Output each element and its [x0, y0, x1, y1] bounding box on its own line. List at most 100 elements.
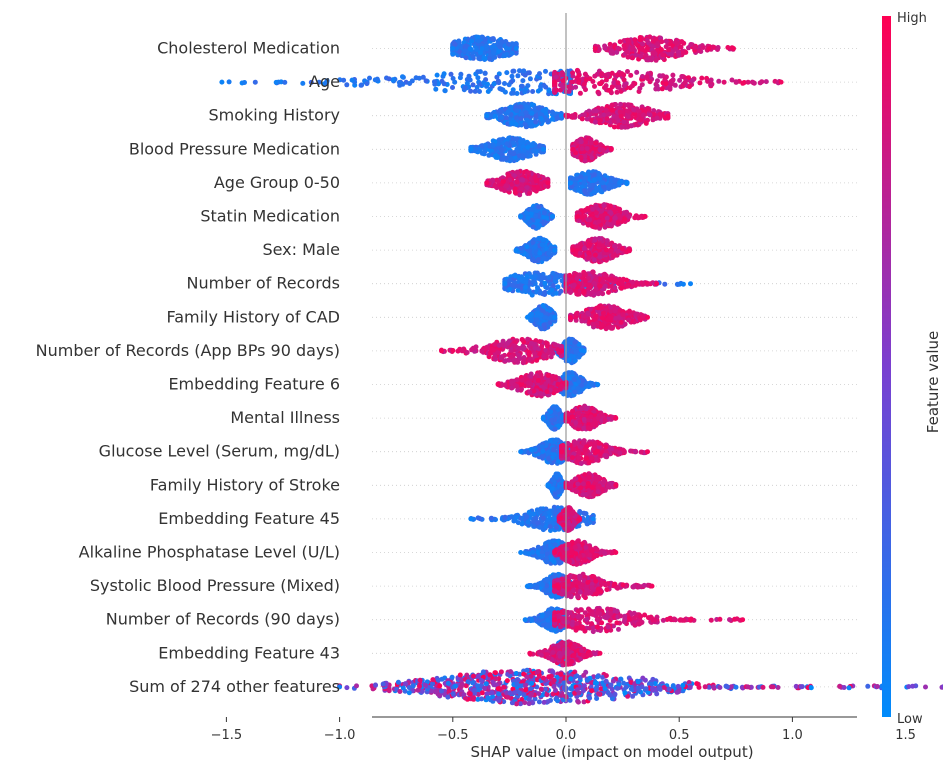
beeswarm-point [595, 305, 601, 311]
beeswarm-point [526, 70, 532, 76]
beeswarm-point [479, 46, 485, 52]
beeswarm-point [539, 242, 545, 248]
beeswarm-point [512, 186, 518, 192]
beeswarm-point [529, 311, 534, 317]
beeswarm-point [537, 71, 542, 77]
beeswarm-point [520, 78, 526, 84]
beeswarm-point [628, 72, 634, 78]
beeswarm-point [596, 219, 602, 225]
beeswarm-point [532, 244, 538, 250]
beeswarm-point [591, 108, 597, 114]
beeswarm-point [519, 83, 525, 89]
beeswarm-point [484, 113, 490, 119]
beeswarm-point [581, 81, 587, 87]
beeswarm-point [637, 37, 643, 43]
beeswarm-point [715, 47, 720, 52]
beeswarm-point [550, 283, 556, 289]
beeswarm-point [607, 222, 613, 227]
beeswarm-point [273, 79, 279, 85]
beeswarm-point [591, 280, 597, 286]
beeswarm-point [579, 146, 585, 151]
beeswarm-point [463, 43, 469, 49]
beeswarm-point [615, 45, 621, 51]
beeswarm-point [586, 282, 592, 288]
beeswarm-point [344, 82, 350, 88]
beeswarm-point [587, 217, 593, 223]
beeswarm-point [581, 289, 587, 295]
beeswarm-point [568, 180, 573, 186]
beeswarm-point [740, 80, 746, 86]
beeswarm-point [505, 109, 511, 114]
beeswarm-point [539, 275, 545, 281]
beeswarm-point [602, 45, 608, 51]
beeswarm-point [603, 273, 609, 279]
beeswarm-point [544, 117, 550, 123]
beeswarm-point [358, 82, 364, 88]
beeswarm-point [593, 286, 599, 292]
beeswarm-point [599, 71, 605, 77]
beeswarm-point [662, 77, 668, 83]
beeswarm-point [612, 215, 618, 221]
beeswarm-point [499, 151, 505, 157]
beeswarm-point [397, 82, 403, 88]
beeswarm-point [512, 273, 518, 279]
beeswarm-point [423, 78, 429, 84]
beeswarm-point [534, 317, 540, 323]
beeswarm-point [553, 74, 559, 80]
beeswarm-point [542, 210, 547, 216]
beeswarm-point [475, 69, 481, 75]
beeswarm-point [308, 79, 314, 85]
beeswarm-point [604, 256, 609, 262]
beeswarm-point [524, 185, 530, 191]
beeswarm-point [513, 46, 519, 51]
beeswarm-point [242, 80, 247, 85]
beeswarm-point [552, 275, 558, 281]
beeswarm-point [626, 38, 632, 44]
beeswarm-point [578, 139, 584, 145]
beeswarm-point [497, 137, 503, 143]
beeswarm-point [487, 53, 493, 58]
beeswarm-point [574, 176, 580, 182]
beeswarm-point [608, 304, 614, 310]
beeswarm-point [647, 55, 653, 61]
beeswarm-point [582, 71, 588, 77]
beeswarm-point [598, 188, 604, 194]
beeswarm-point [576, 187, 582, 193]
beeswarm-point [517, 104, 523, 110]
beeswarm-point [507, 277, 513, 283]
beeswarm-point [630, 45, 636, 51]
beeswarm-point [475, 75, 481, 81]
beeswarm-point [673, 46, 679, 52]
beeswarm-point [582, 278, 588, 284]
beeswarm-point [653, 57, 659, 63]
beeswarm-point [535, 105, 541, 111]
beeswarm-point [470, 82, 476, 88]
beeswarm-point [603, 107, 609, 113]
beeswarm-point [617, 39, 623, 45]
beeswarm-point [610, 253, 616, 259]
beeswarm-point [521, 147, 527, 153]
beeswarm-point [491, 49, 497, 55]
beeswarm-point [524, 104, 530, 110]
beeswarm-point [763, 79, 769, 85]
beeswarm-point [515, 73, 521, 79]
beeswarm-point [570, 146, 576, 152]
beeswarm-point [573, 339, 579, 345]
beeswarm-point [574, 67, 580, 73]
beeswarm-point [596, 91, 602, 97]
beeswarm-point [582, 158, 588, 164]
beeswarm-point [496, 80, 501, 85]
beeswarm-point [364, 81, 370, 87]
beeswarm-point [316, 79, 322, 85]
beeswarm-point [636, 112, 642, 118]
beeswarm-point [504, 183, 509, 189]
beeswarm-point [597, 117, 603, 123]
beeswarm-point [615, 72, 620, 78]
beeswarm-point [506, 82, 512, 88]
beeswarm-point [640, 112, 646, 118]
beeswarm-point [725, 45, 731, 50]
beeswarm-point [400, 74, 405, 80]
beeswarm-point [484, 46, 490, 52]
beeswarm-point [642, 214, 648, 219]
beeswarm-point [407, 81, 413, 86]
